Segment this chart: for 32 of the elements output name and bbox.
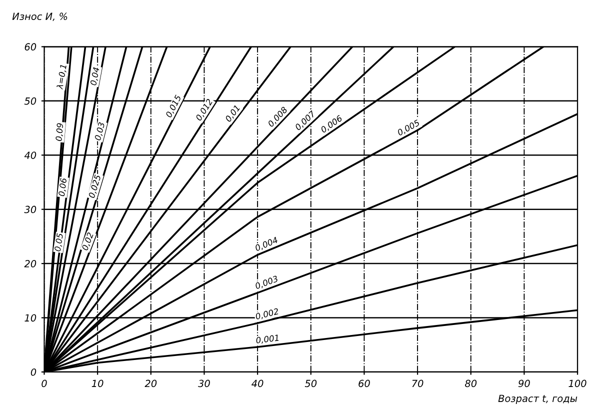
y-axis-title: Износ И, % [12, 12, 68, 22]
x-axis-title: Возраст t, годы [498, 394, 578, 404]
y-tick-label: 20 [24, 260, 36, 268]
text: 0,03 [94, 122, 106, 141]
y-tick-label: 30 [24, 206, 36, 214]
y-tick-label: 40 [24, 152, 36, 159]
x-tick-label: 40 [252, 380, 264, 388]
text: 0,004 [254, 236, 278, 252]
x-tick-label: 30 [198, 380, 210, 388]
text: 0,06 [58, 178, 68, 196]
text: 0,04 [90, 67, 100, 86]
x-tick-label: 100 [568, 380, 586, 388]
text: 0,025 [88, 174, 102, 199]
x-tick-label: 0 [42, 380, 47, 388]
y-tick-label: 50 [24, 97, 36, 105]
x-tick-label: 10 [92, 380, 104, 388]
text: 0,05 [54, 233, 64, 252]
text: 0,001 [256, 334, 279, 344]
text: λ=0,1 [56, 64, 68, 90]
y-tick-label: 0 [30, 368, 36, 376]
text: 0,02 [82, 232, 94, 252]
text: 0,09 [55, 123, 64, 142]
x-tick-label: 90 [518, 380, 530, 388]
x-tick-label: 80 [465, 380, 477, 388]
y-tick-label: 10 [24, 314, 36, 322]
x-tick-label: 70 [412, 380, 424, 388]
y-tick-label: 60 [24, 43, 36, 51]
text: 0,002 [255, 308, 280, 320]
x-tick-label: 60 [358, 380, 370, 388]
text: 0,003 [254, 275, 279, 290]
x-tick-label: 20 [144, 380, 157, 388]
x-tick-label: 50 [304, 380, 317, 388]
